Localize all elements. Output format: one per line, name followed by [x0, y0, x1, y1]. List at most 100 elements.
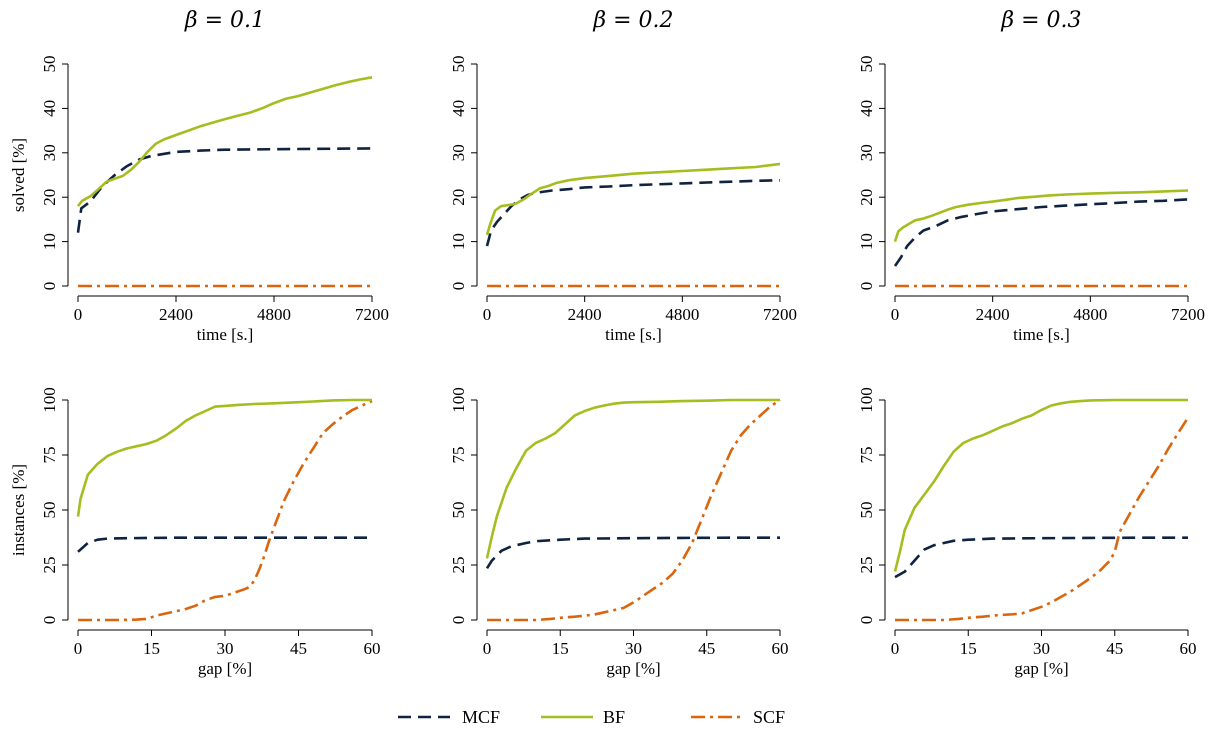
- x-tick-label: 7200: [763, 305, 797, 324]
- series-line-mcf: [894, 536, 1188, 579]
- x-tick-label: 0: [891, 639, 900, 658]
- y-tick-label: 30: [449, 144, 468, 161]
- x-tick-label: 30: [217, 639, 234, 658]
- y-tick-label: 50: [449, 56, 468, 73]
- chart-panel-3: 0 10 20 30 40 50 0 2400 4800 7200 time [s.] β = 0.3: [857, 8, 1205, 344]
- x-axis-label: gap [%]: [606, 659, 660, 678]
- y-tick-label: 25: [40, 557, 59, 574]
- x-tick-label: 60: [1180, 639, 1197, 658]
- x-tick-label: 45: [1106, 639, 1123, 658]
- series-line-bf: [76, 76, 373, 207]
- x-tick-label: 4800: [257, 305, 291, 324]
- y-tick-label: 50: [857, 502, 876, 519]
- chart-title: β = 0.3: [1000, 8, 1081, 33]
- panels-layer: 0 10 20 30 40 50 0 2400 4800 7200 time [s.] solved …: [9, 8, 1205, 678]
- series-line-scf: [487, 398, 781, 622]
- chart-panel-5: 0 25 50 75 100 0 15 30 45 60 gap [%]: [449, 387, 789, 678]
- x-tick-label: 7200: [1171, 305, 1205, 324]
- x-axis-label: time [s.]: [605, 325, 662, 344]
- series-line-scf: [895, 416, 1190, 622]
- y-tick-label: 0: [449, 616, 468, 625]
- y-tick-label: 50: [857, 56, 876, 73]
- series-line-bf: [76, 398, 372, 517]
- x-tick-label: 0: [891, 305, 900, 324]
- y-tick-label: 0: [857, 282, 876, 291]
- x-axis-label: time [s.]: [1013, 325, 1070, 344]
- y-axis-label: instances [%]: [9, 464, 28, 556]
- x-axis-label: gap [%]: [198, 659, 252, 678]
- x-tick-label: 0: [483, 639, 492, 658]
- x-tick-label: 45: [290, 639, 307, 658]
- chart-panel-1: 0 10 20 30 40 50 0 2400 4800 7200 time [s.] solved …: [9, 8, 389, 344]
- legend-label-scf: SCF: [753, 707, 785, 727]
- chart-panel-4: 0 25 50 75 100 0 15 30 45 60 gap [%] instances [%]: [9, 387, 381, 678]
- legend: MCF BF SCF: [398, 707, 785, 727]
- x-tick-label: 60: [772, 639, 789, 658]
- y-tick-label: 20: [857, 189, 876, 206]
- series-line-mcf: [893, 198, 1189, 267]
- y-tick-label: 40: [40, 100, 59, 117]
- chart-panel-6: 0 25 50 75 100 0 15 30 45 60 gap [%]: [857, 387, 1197, 678]
- x-tick-label: 2400: [159, 305, 193, 324]
- y-tick-label: 30: [857, 144, 876, 161]
- y-tick-label: 10: [449, 233, 468, 250]
- x-tick-label: 7200: [355, 305, 389, 324]
- x-tick-label: 30: [1033, 639, 1050, 658]
- series-line-bf: [893, 398, 1188, 572]
- y-tick-label: 40: [449, 100, 468, 117]
- y-tick-label: 100: [449, 387, 468, 413]
- legend-label-bf: BF: [603, 707, 625, 727]
- x-axis-label: gap [%]: [1014, 659, 1068, 678]
- y-tick-label: 20: [40, 189, 59, 206]
- y-tick-label: 40: [857, 100, 876, 117]
- series-line-bf: [893, 189, 1189, 243]
- y-tick-label: 75: [857, 447, 876, 464]
- y-tick-label: 50: [449, 502, 468, 519]
- y-tick-label: 50: [40, 502, 59, 519]
- chart-title: β = 0.1: [184, 8, 265, 33]
- x-tick-label: 15: [960, 639, 977, 658]
- x-tick-label: 15: [552, 639, 569, 658]
- y-tick-label: 100: [40, 387, 59, 413]
- y-tick-label: 25: [449, 557, 468, 574]
- x-tick-label: 2400: [976, 305, 1010, 324]
- y-tick-label: 0: [40, 282, 59, 291]
- x-tick-label: 60: [364, 639, 381, 658]
- x-tick-label: 4800: [1073, 305, 1107, 324]
- x-tick-label: 15: [143, 639, 160, 658]
- y-tick-label: 75: [449, 447, 468, 464]
- chart-panel-2: 0 10 20 30 40 50 0 2400 4800 7200 time [s.] β = 0.2: [449, 8, 797, 344]
- series-line-mcf: [76, 147, 373, 233]
- legend-label-mcf: MCF: [462, 707, 500, 727]
- y-tick-label: 30: [40, 144, 59, 161]
- series-line-bf: [485, 162, 781, 236]
- y-tick-label: 0: [857, 616, 876, 625]
- y-tick-label: 100: [857, 387, 876, 413]
- y-tick-label: 0: [40, 616, 59, 625]
- series-line-mcf: [485, 179, 781, 247]
- x-tick-label: 0: [483, 305, 492, 324]
- y-tick-label: 50: [40, 56, 59, 73]
- y-tick-label: 75: [40, 447, 59, 464]
- y-tick-label: 10: [40, 233, 59, 250]
- series-line-mcf: [77, 536, 372, 553]
- chart-title: β = 0.2: [592, 8, 673, 33]
- y-axis-label: solved [%]: [9, 138, 28, 212]
- y-tick-label: 10: [857, 233, 876, 250]
- x-tick-label: 45: [698, 639, 715, 658]
- legend-item-bf: BF: [541, 707, 625, 727]
- x-tick-label: 30: [625, 639, 642, 658]
- x-tick-label: 0: [74, 639, 83, 658]
- y-tick-label: 20: [449, 189, 468, 206]
- series-line-bf: [485, 398, 780, 559]
- x-tick-label: 4800: [665, 305, 699, 324]
- legend-item-mcf: MCF: [398, 707, 500, 727]
- y-tick-label: 0: [449, 282, 468, 291]
- x-axis-label: time [s.]: [197, 325, 254, 344]
- series-line-scf: [78, 399, 373, 622]
- y-tick-label: 25: [857, 557, 876, 574]
- x-tick-label: 0: [74, 305, 83, 324]
- x-tick-label: 2400: [568, 305, 602, 324]
- series-line-mcf: [485, 536, 780, 569]
